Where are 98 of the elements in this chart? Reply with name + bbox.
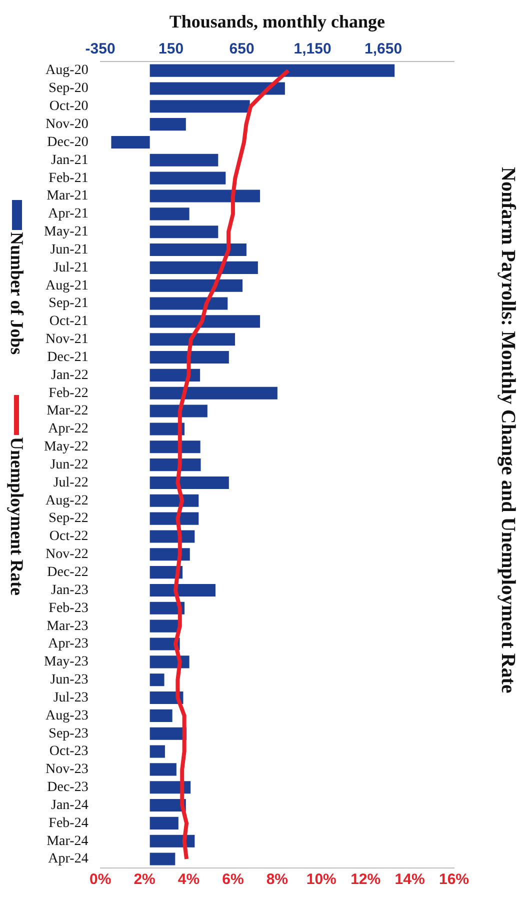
- x-tick-label: 1,150: [294, 40, 332, 58]
- x2-tick-label: 2%: [134, 871, 156, 888]
- y-tick-label: Sep-20: [48, 81, 88, 96]
- x2-tick-label: 0%: [89, 871, 112, 888]
- bar: [150, 386, 278, 400]
- x-tick-label: 150: [158, 40, 184, 58]
- x2-tick-label: 12%: [350, 871, 381, 888]
- bar: [150, 172, 226, 184]
- bar: [150, 404, 208, 418]
- x2-tick-label: 4%: [178, 871, 200, 888]
- y-tick-label: Feb-21: [48, 170, 88, 186]
- y-tick-label: Sep-22: [48, 511, 88, 526]
- y-tick-label: Dec-21: [47, 350, 88, 365]
- y-tick-label: Jul-21: [53, 260, 88, 276]
- bar: [150, 154, 218, 166]
- y-tick-label: May-23: [44, 654, 88, 670]
- bar: [150, 118, 186, 131]
- y-tick-label: Sep-23: [48, 726, 88, 742]
- x2-tick-label: 8%: [266, 871, 288, 888]
- x2-tick-label: 10%: [306, 871, 336, 888]
- bar: [150, 494, 199, 507]
- y-tick-label: Dec-20: [47, 134, 88, 150]
- bar: [150, 82, 285, 95]
- y-tick-label: Nov-20: [46, 116, 88, 132]
- y-tick-label: Aug-23: [46, 708, 88, 724]
- bar: [150, 763, 176, 776]
- y-tick-label: May-21: [44, 224, 88, 240]
- y-tick-label: Apr-23: [48, 636, 88, 652]
- y-tick-label: Feb-22: [48, 386, 88, 401]
- x2-tick-label: 14%: [394, 871, 425, 888]
- y-tick-label: Oct-21: [49, 314, 88, 330]
- y-tick-label: Dec-23: [47, 780, 88, 796]
- y-tick-label: Mar-21: [46, 188, 88, 204]
- bar: [150, 834, 195, 848]
- bar: [150, 190, 260, 202]
- bar: [150, 584, 216, 597]
- y-tick-label: Oct-23: [49, 744, 88, 760]
- y-tick-label: Sep-21: [48, 296, 88, 312]
- y-tick-label: Jun-22: [50, 457, 88, 472]
- bar: [150, 208, 190, 220]
- bar: [150, 261, 258, 274]
- y-tick-label: Aug-21: [46, 278, 88, 294]
- bar: [150, 440, 200, 454]
- y-tick-label: Jan-21: [50, 152, 88, 168]
- y-tick-label: Feb-24: [48, 816, 88, 831]
- bar: [150, 333, 236, 346]
- y-tick-label: Oct-20: [49, 99, 88, 114]
- y-tick-label: Feb-23: [48, 600, 88, 616]
- bar: [150, 64, 395, 77]
- x2-tick-label: 16%: [438, 871, 470, 888]
- y-tick-label: Oct-22: [49, 529, 88, 544]
- y-tick-label: Jan-24: [50, 798, 88, 813]
- y-tick-label: Apr-22: [48, 422, 88, 437]
- bar: [150, 100, 250, 113]
- bar: [150, 674, 164, 686]
- legend-label: Unemployment Rate: [6, 436, 27, 596]
- y-tick-label: May-22: [44, 440, 88, 455]
- bar: [111, 136, 150, 149]
- bar: [150, 512, 199, 525]
- y-tick-label: Jul-22: [53, 475, 88, 490]
- y-tick-label: Apr-21: [48, 206, 88, 222]
- y-tick-label: Jun-21: [50, 242, 88, 258]
- bar: [150, 368, 200, 382]
- y-tick-label: Mar-23: [46, 618, 88, 634]
- bar: [150, 816, 178, 830]
- y-tick-label: Apr-24: [48, 852, 88, 867]
- bar: [150, 226, 218, 238]
- bar: [150, 852, 176, 866]
- bar: [150, 351, 229, 364]
- bar: [150, 745, 165, 758]
- y-tick-label: Mar-24: [46, 834, 88, 849]
- x-axis-title: Thousands, monthly change: [169, 11, 385, 32]
- bar: [150, 297, 228, 310]
- y-tick-label: Nov-21: [46, 332, 88, 348]
- y-tick-label: Jun-23: [50, 672, 88, 688]
- x2-tick-label: 6%: [222, 871, 244, 888]
- y-tick-label: Nov-22: [46, 547, 88, 562]
- y-tick-label: Jan-23: [50, 582, 88, 598]
- bar: [150, 709, 172, 722]
- bar: [150, 476, 229, 489]
- bar: [150, 530, 195, 543]
- y-tick-label: Aug-20: [46, 63, 88, 78]
- text: Nonfarm Payrolls: Monthly Change and Unemployment Rate: [496, 166, 520, 696]
- y-tick-label: Aug-22: [46, 493, 88, 508]
- y-tick-label: Jan-22: [50, 368, 88, 383]
- y-tick-label: Jul-23: [53, 690, 88, 706]
- x-tick-label: -350: [85, 40, 116, 58]
- bar: [150, 243, 246, 256]
- y-tick-label: Nov-23: [46, 762, 88, 778]
- bar: [150, 315, 260, 328]
- y-tick-label: Mar-22: [46, 404, 88, 419]
- bar: [150, 620, 180, 632]
- bar: [150, 458, 201, 472]
- y-tick-label: Dec-22: [47, 564, 88, 580]
- x-tick-label: 1,650: [364, 40, 402, 58]
- legend-label: Number of Jobs: [6, 232, 27, 355]
- x-tick-label: 650: [229, 40, 254, 58]
- bar: [150, 279, 242, 292]
